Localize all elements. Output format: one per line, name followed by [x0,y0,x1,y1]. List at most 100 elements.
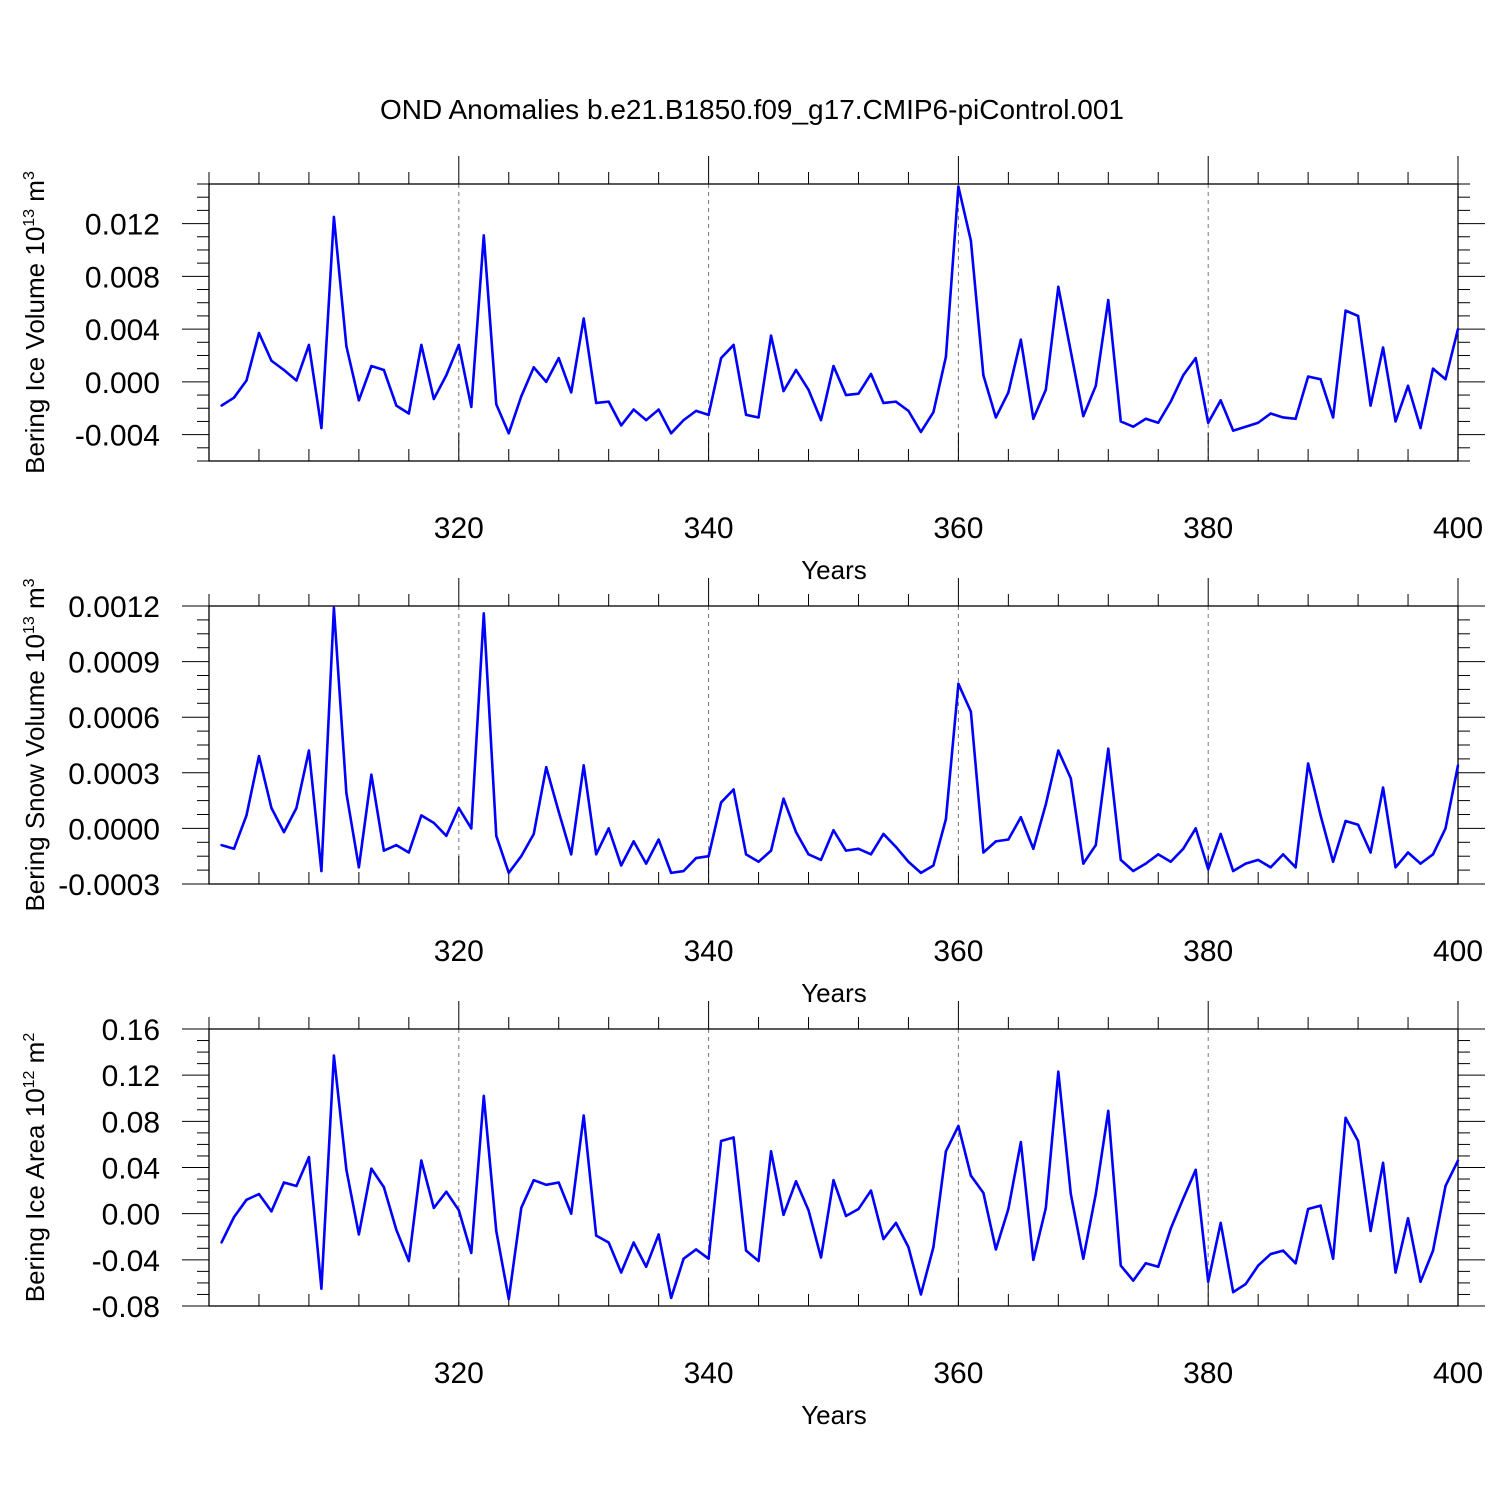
data-point [919,1293,923,1296]
data-point [1306,1207,1310,1211]
data-point [1219,1221,1222,1225]
data-point [1356,314,1360,318]
data-point [969,239,973,242]
data-point [282,368,286,372]
data-point [1306,762,1310,765]
data-point [1331,416,1335,419]
data-point [582,1114,585,1117]
data-point [1269,412,1272,415]
data-point [507,432,510,435]
data-point [457,343,460,347]
data-point [457,806,460,810]
data-point [894,400,898,403]
data-point [1431,1249,1435,1252]
data-point [282,830,286,834]
data-point [1231,869,1235,873]
y-tick-label: 0.004 [85,314,160,347]
data-point [1132,869,1135,873]
y-axis-label-superscript: 13 [21,616,38,634]
y-tick-label: 0.0006 [68,702,160,735]
data-point [232,847,236,850]
data-point [844,393,848,397]
data-point [420,343,423,347]
data-point [632,1241,635,1244]
data-point [332,215,336,219]
data-point [1281,416,1285,419]
data-point [1182,1197,1185,1200]
data-point [1107,747,1110,750]
x-tick-label: 380 [1183,935,1233,968]
data-point [1394,866,1397,869]
data-point [445,1190,448,1193]
data-point [1219,832,1222,836]
data-point [844,849,848,852]
x-tick-label: 340 [684,1357,734,1390]
data-point [794,368,798,372]
data-point [1132,425,1135,428]
data-point [407,412,411,415]
data-point [1032,847,1035,850]
data-point [944,1150,948,1153]
data-point [1356,1139,1360,1143]
y-axis-label-superscript: 2 [21,1033,38,1042]
data-point [1169,400,1172,403]
x-tick-label: 380 [1183,1357,1233,1390]
data-point [1294,866,1297,869]
data-point [732,788,735,791]
data-point [932,410,935,414]
data-point [844,1214,848,1218]
data-point [1082,414,1085,418]
data-point [594,1234,598,1237]
data-point [1032,417,1035,420]
y-axis-label-superscript: 3 [21,578,38,587]
data-point [270,359,273,362]
data-point [1182,374,1185,377]
data-point [882,401,885,405]
data-point [1044,803,1048,806]
data-point [545,380,548,384]
data-point [807,1209,810,1212]
data-point [982,851,985,854]
data-point [1119,858,1122,862]
data-point [332,1054,336,1057]
data-point [1331,860,1335,863]
data-point [1344,1116,1347,1120]
data-point [907,1245,910,1249]
data-point [582,764,585,767]
y-axis-label-superscript: 12 [21,1070,38,1088]
y-tick-label: 0.012 [85,209,160,242]
data-point [257,331,261,335]
data-point [557,1181,560,1184]
data-point [1406,851,1410,854]
data-point [570,391,573,394]
data-point [407,851,411,854]
y-axis-label-part: Bering Ice Area 10 [20,1088,50,1302]
y-tick-label: 0.12 [102,1060,160,1093]
y-tick-label: 0.0003 [68,758,160,791]
data-point [1019,816,1023,819]
data-point [882,832,885,836]
y-axis-label: Bering Ice Volume 1013 m3 [20,171,50,474]
data-point [470,405,473,409]
data-point [757,860,760,863]
data-point [532,1178,535,1182]
data-point [644,1265,648,1268]
data-point [719,801,723,804]
data-point [482,234,485,237]
data-point [432,821,436,825]
y-tick-label: 0.00 [102,1199,160,1232]
data-point [607,1241,610,1244]
data-point [594,853,598,856]
data-point [1082,862,1085,865]
data-point [507,871,510,875]
y-axis-label-superscript: 13 [21,209,38,227]
data-point [1456,1159,1460,1162]
data-point [632,840,635,843]
y-axis-label-part: m [20,180,50,209]
data-point [957,185,960,188]
data-point [245,1198,248,1202]
data-point [1094,1192,1097,1196]
data-point [907,409,910,413]
data-point [644,862,648,865]
data-point [1194,1168,1197,1172]
